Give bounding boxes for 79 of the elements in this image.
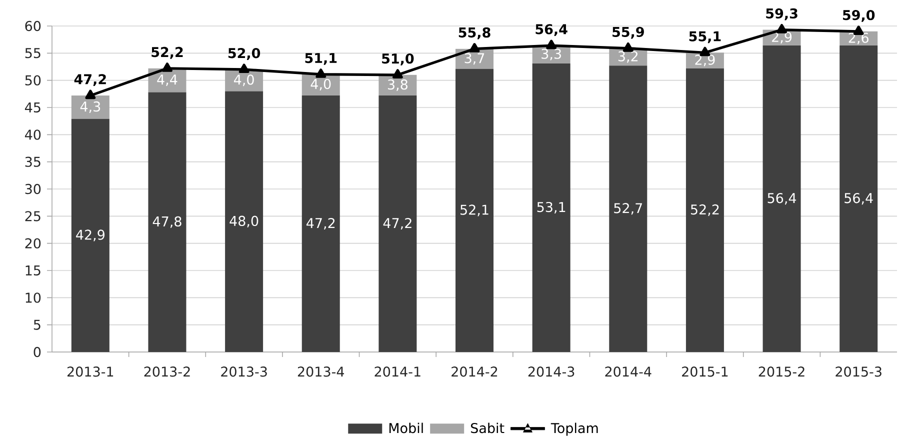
x-tick-label: 2013-1	[67, 366, 114, 377]
data-label: 55,9	[612, 26, 644, 39]
legend-label: Sabit	[470, 422, 504, 434]
bar	[456, 68, 494, 352]
x-tick-label: 2015-1	[682, 366, 728, 377]
y-tick-label: 60	[25, 20, 41, 32]
point	[238, 64, 250, 74]
point	[392, 69, 403, 78]
data-label: 59,3	[766, 8, 798, 20]
bar	[532, 63, 570, 352]
data-label: 2,6	[848, 32, 868, 44]
data-label: 56,4	[844, 192, 873, 205]
data-label: 47,2	[74, 74, 106, 86]
x-tick-label: 2014-2	[452, 366, 498, 377]
data-label: 48,0	[230, 216, 258, 228]
y-tick-label: 35	[25, 156, 40, 167]
bar	[378, 96, 417, 352]
y-tick-label: 0	[34, 346, 41, 358]
data-label: 59,0	[842, 10, 875, 22]
x-tick-label: 2013-2	[144, 366, 190, 377]
data-label: 4,0	[310, 78, 331, 90]
y-tick-label: 25	[25, 211, 40, 222]
data-label: 55,1	[689, 31, 721, 44]
data-label: 4,0	[234, 74, 254, 86]
data-label: 56,4	[768, 192, 796, 205]
data-label: 47,8	[152, 216, 182, 228]
point	[469, 43, 480, 52]
y-tick-label: 20	[25, 238, 41, 248]
bar	[302, 96, 340, 352]
data-label: 56,4	[536, 24, 568, 36]
bar	[609, 66, 648, 352]
data-label: 51,0	[382, 53, 414, 66]
x-tick-label: 2014-1	[374, 366, 420, 377]
y-tick-label: 50	[25, 75, 41, 86]
data-label: 3,7	[464, 53, 484, 65]
data-label: 47,2	[383, 218, 412, 230]
y-tick-label: 5	[34, 320, 40, 330]
data-label: 4,3	[80, 101, 100, 114]
x-tick-label: 2013-3	[221, 366, 267, 377]
bar	[71, 118, 110, 352]
data-label: 55,8	[458, 27, 490, 40]
data-label: 52,7	[614, 203, 642, 215]
legend-label: Mobil	[389, 422, 423, 434]
bar	[71, 96, 110, 119]
bar	[225, 91, 264, 352]
data-label: 2,9	[695, 54, 715, 66]
data-label: 4,4	[157, 74, 178, 86]
data-label: 52,2	[152, 46, 183, 59]
bar	[686, 68, 724, 352]
y-tick-label: 15	[26, 265, 40, 276]
data-label: 3,2	[618, 51, 638, 63]
bar	[762, 46, 801, 352]
point	[85, 90, 96, 100]
data-label: 3,3	[542, 48, 561, 60]
y-tick-label: 40	[24, 130, 41, 140]
data-label: 42,9	[76, 230, 104, 242]
y-tick-label: 10	[26, 292, 41, 303]
x-tick-label: 2014-4	[605, 366, 652, 377]
point	[316, 68, 326, 78]
x-tick-label: 2014-3	[528, 366, 574, 377]
point	[546, 40, 557, 50]
data-label: 52,0	[228, 48, 260, 60]
y-tick-label: 45	[24, 102, 40, 113]
x-tick-label: 2015-2	[758, 366, 804, 377]
y-tick-label: 55	[25, 48, 40, 58]
x-tick-label: 2015-3	[836, 366, 882, 377]
point	[162, 62, 172, 72]
data-label: 53,1	[537, 202, 566, 214]
y-tick-label: 30	[25, 184, 41, 194]
legend-label: Toplam	[550, 422, 598, 436]
data-label: 52,1	[460, 204, 488, 216]
data-label: 47,2	[306, 218, 335, 230]
data-label: 3,8	[388, 79, 408, 92]
data-label: 51,1	[305, 53, 337, 65]
point	[622, 42, 634, 52]
x-tick-label: 2013-4	[298, 366, 344, 377]
data-label: 52,2	[690, 204, 719, 216]
bar	[840, 46, 878, 352]
bar	[148, 92, 186, 352]
